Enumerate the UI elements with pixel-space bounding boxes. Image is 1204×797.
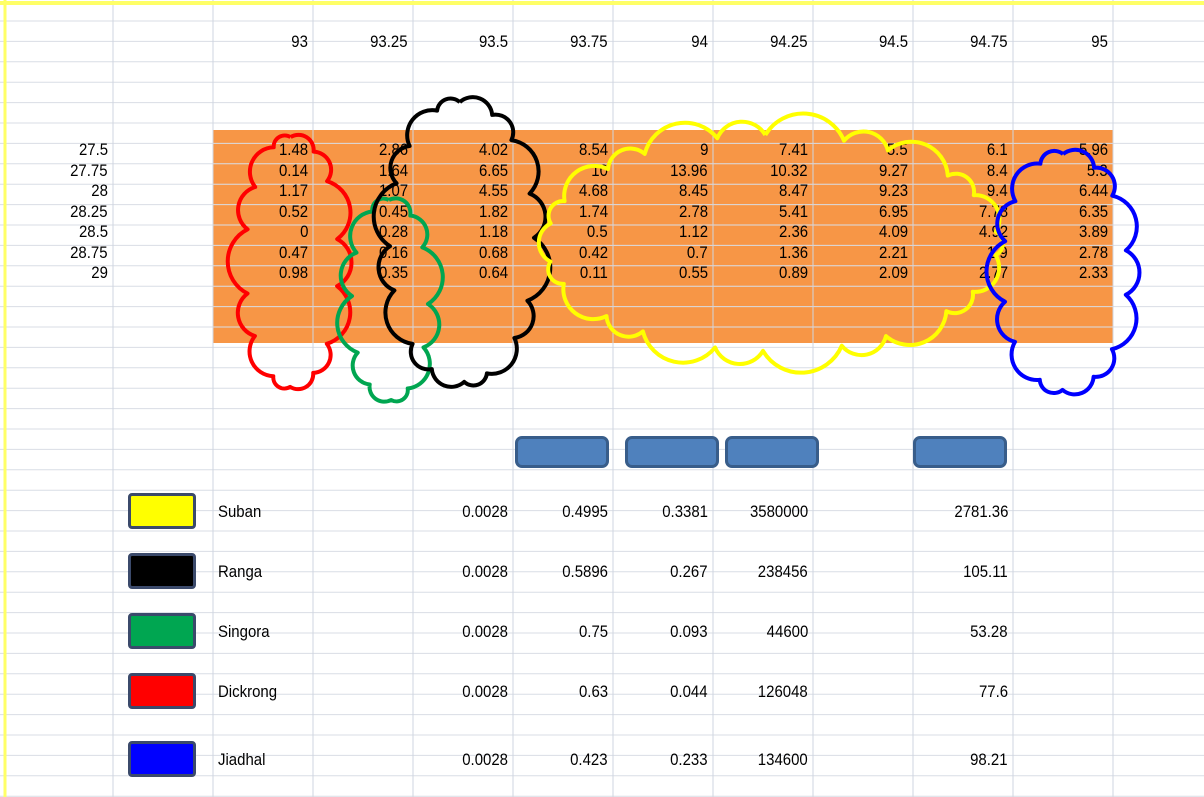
- cloud-annotation: [987, 150, 1140, 395]
- cloud-layer: [0, 0, 1204, 797]
- cloud-annotation: [539, 114, 1003, 373]
- cloud-annotation: [374, 97, 551, 387]
- cloud-annotation: [228, 135, 352, 389]
- spreadsheet: 9393.2593.593.759494.2594.594.759527.51.…: [0, 0, 1204, 797]
